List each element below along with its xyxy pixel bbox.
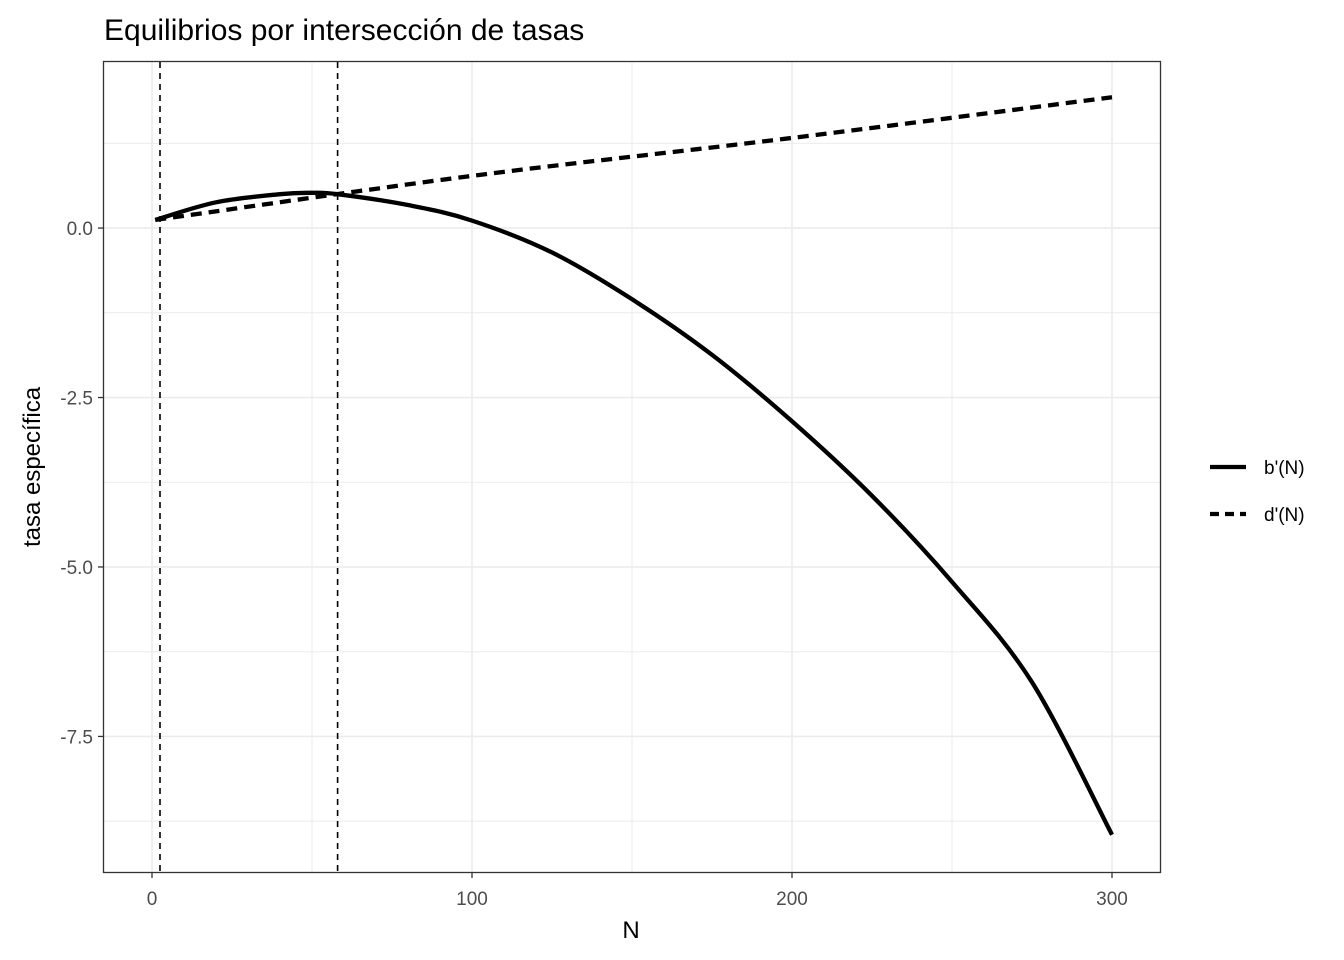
grid-major <box>104 62 1160 872</box>
series-layer <box>154 95 1114 836</box>
legend: b'(N) d'(N) <box>1210 458 1305 526</box>
grid-minor <box>104 62 1160 872</box>
y-axis-title: tasa específica <box>19 386 46 547</box>
series-line-2 <box>154 95 1113 223</box>
vline-layer <box>159 62 339 872</box>
x-tick-label: 300 <box>1096 889 1128 910</box>
x-tick-label: 0 <box>147 889 158 910</box>
x-axis-title: N <box>622 917 639 944</box>
legend-label-2: d'(N) <box>1264 505 1305 526</box>
x-tick-label: 100 <box>456 889 488 910</box>
y-tick-label: 0.0 <box>67 219 93 240</box>
y-tick-label: -5.0 <box>60 558 93 579</box>
y-axis: 0.0 -2.5 -5.0 -7.5 <box>60 219 104 748</box>
plot-panel-border <box>102 60 1162 874</box>
x-axis: 0 100 200 300 <box>147 872 1128 910</box>
y-tick-label: -7.5 <box>60 727 93 748</box>
chart-title: Equilibrios por intersección de tasas <box>104 14 584 47</box>
series-line-1 <box>154 190 1114 836</box>
y-tick-label: -2.5 <box>60 389 93 410</box>
legend-label-1: b'(N) <box>1264 458 1305 479</box>
x-tick-label: 200 <box>776 889 808 910</box>
